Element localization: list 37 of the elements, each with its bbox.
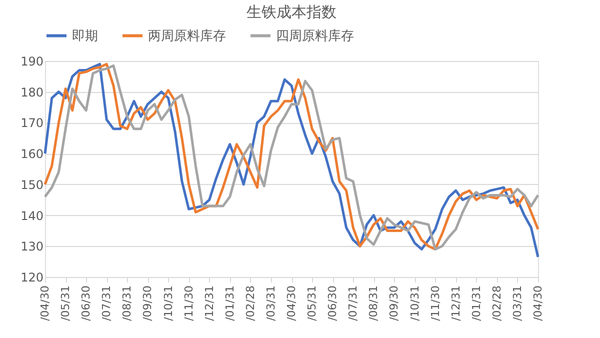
x-tick-label: /05/31 [59,286,72,321]
x-tick-label: /12/31 [202,286,216,321]
x-tick-label: /10/31 [162,286,175,321]
x-tick-label: /02/28 [244,286,257,321]
x-tick-label: /06/30 [326,286,340,321]
legend-label: 四周原料库存 [276,28,354,44]
y-tick-label: 140 [20,208,44,223]
x-tick-label: /11/30 [428,286,442,321]
x-tick-label: /01/31 [470,286,483,321]
x-tick-label: /01/31 [223,286,236,321]
x-tick-label: /09/30 [141,286,154,321]
x-tick-label: /11/30 [182,286,196,321]
y-tick-label: 180 [20,85,44,100]
x-tick-label: /03/31 [264,286,278,321]
legend-label: 两周原料库存 [148,28,226,44]
x-tick-label: /07/31 [100,286,114,321]
y-tick-label: 160 [20,147,44,162]
x-tick-label: /10/31 [408,286,422,321]
y-tick-label: 190 [20,54,44,68]
x-tick-label: /04/30 [38,286,52,321]
x-tick-label: /02/28 [490,286,504,321]
y-tick-label: 170 [20,116,44,130]
x-tick-label: /08/31 [120,286,134,321]
x-tick-label: /08/31 [367,286,380,321]
chart-title: 生铁成本指数 [246,3,336,21]
x-tick-label: /04/30 [532,286,544,321]
y-tick-label: 150 [20,178,44,192]
x-tick-label: /06/30 [80,286,93,321]
x-tick-label: /07/31 [346,286,360,321]
x-tick-label: /05/31 [306,286,319,321]
y-tick-label: 130 [20,240,44,254]
legend-label: 即期 [72,28,98,44]
y-tick-label: 120 [20,270,44,284]
x-tick-label: /09/30 [388,286,401,321]
x-tick-label: /03/31 [510,286,524,321]
x-tick-label: /04/30 [285,286,298,321]
x-tick-label: /12/31 [449,286,462,321]
